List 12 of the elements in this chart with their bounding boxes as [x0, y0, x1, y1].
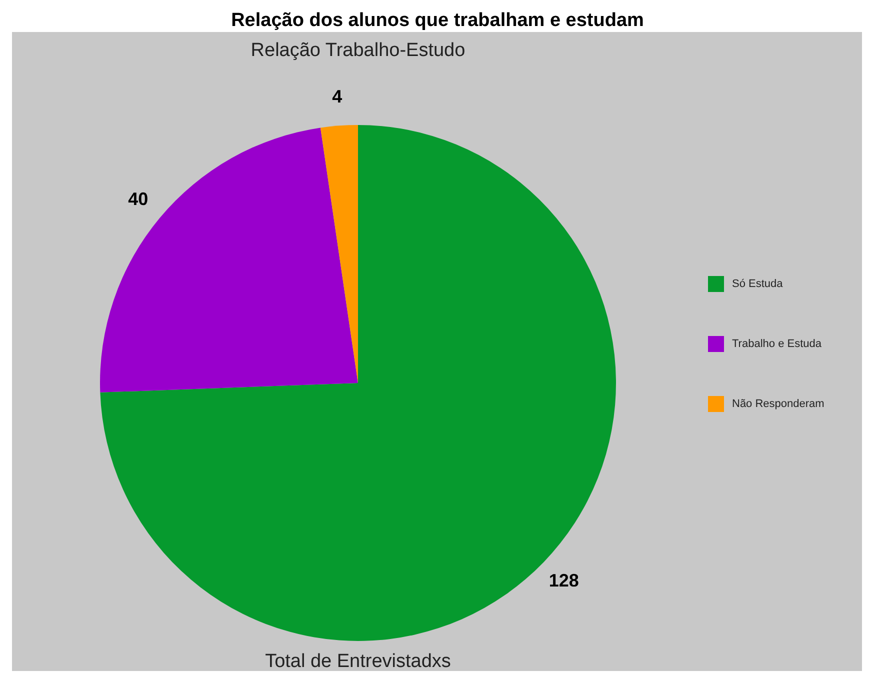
legend-label: Só Estuda [732, 278, 784, 290]
legend-label: Trabalho e Estuda [732, 338, 822, 350]
data-label: 128 [548, 570, 579, 590]
data-label: 4 [332, 86, 342, 107]
pie-slice [320, 125, 358, 383]
pie-slice [100, 128, 358, 392]
legend-label: Não Responderam [732, 398, 824, 410]
pie-slice [100, 125, 616, 641]
chart-subtitle: Relação Trabalho-Estudo [250, 40, 466, 61]
data-label: 40 [128, 188, 148, 209]
chart-title: Relação dos alunos que trabalham e estudam [231, 10, 644, 31]
text: Total de Entrevistadxs [265, 651, 451, 672]
